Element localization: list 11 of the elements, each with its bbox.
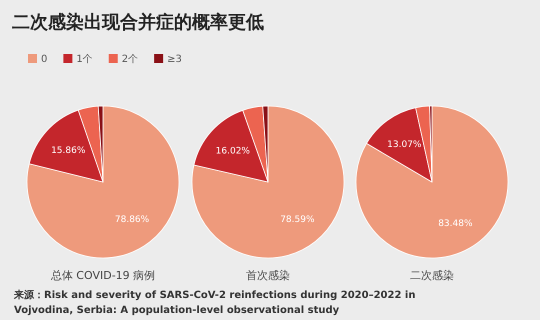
chart-title: 二次感染出现合并症的概率更低 [12,12,264,33]
source-note: 来源：Risk and severity of SARS-CoV-2 reinfections during 2020–2022 in Vojvodina, Serbia: A population-level observational study [13,289,416,316]
data-label: 78.86% [114,215,150,226]
data-label: 83.48% [438,218,473,229]
data-label: 16.02% [216,146,250,157]
text: 首次感染 [246,269,290,282]
data-label: 78.59% [280,214,315,225]
data-label: 13.07% [387,140,422,150]
text: 二次感染 [410,269,454,282]
data-label: 15.86% [51,146,86,156]
text: 总体 COVID-19 病例 [50,269,156,282]
